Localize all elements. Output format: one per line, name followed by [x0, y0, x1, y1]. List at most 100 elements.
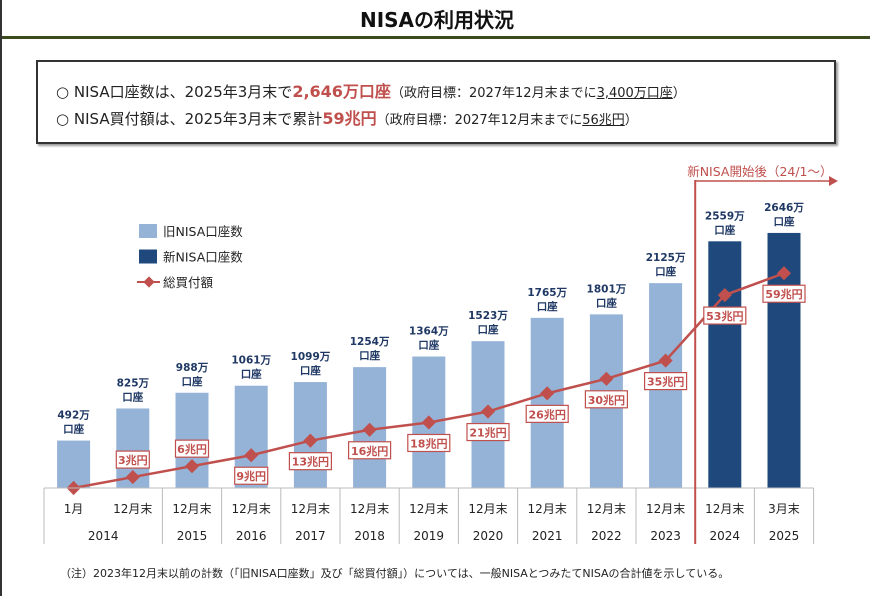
x-year-label: 2023	[650, 529, 681, 543]
line-value-label: 3兆円	[118, 453, 148, 467]
line-label-box	[348, 441, 392, 460]
legend-label: 旧NISA口座数	[163, 224, 243, 239]
line-label-box	[584, 390, 629, 409]
x-year-label: 2017	[295, 529, 326, 543]
x-year-label: 2022	[591, 529, 622, 543]
x-tick-label: 12月末	[528, 502, 567, 516]
legend-swatch	[139, 224, 157, 238]
x-tick-label: 12月末	[409, 502, 448, 516]
x-tick-label: 12月末	[350, 502, 389, 516]
x-tick-label: 12月末	[468, 502, 507, 516]
page-title: NISAの利用状況	[359, 8, 515, 32]
legend-swatch	[139, 249, 157, 264]
bar-new-nisa	[708, 241, 742, 488]
summary-line-purchases: ○ NISA買付額は、2025年3月末で累計59兆円（政府目標：2027年12月…	[56, 105, 834, 132]
bar-value-label: 492万	[57, 410, 90, 422]
line-marker	[658, 353, 673, 368]
line-value-label: 59兆円	[765, 287, 802, 301]
summary-highlight: 2,646万口座	[292, 82, 391, 101]
x-year-label: 2024	[710, 529, 741, 543]
line-marker	[776, 266, 792, 281]
bullet-icon: ○	[56, 110, 70, 128]
x-year-label: 2014	[88, 529, 119, 543]
bar-value-label: 1801万	[587, 283, 627, 295]
bar-value-label: 1254万	[350, 336, 390, 348]
bar-value-label: 1061万	[231, 355, 271, 367]
x-tick-label: 1月	[64, 502, 84, 516]
bar-unit-label: 口座	[182, 375, 203, 388]
x-year-label: 2020	[473, 529, 504, 543]
line-marker	[540, 386, 555, 401]
bar-value-label: 2646万	[764, 202, 804, 214]
bar-unit-label: 口座	[418, 339, 439, 352]
bar-value-label: 1364万	[409, 326, 449, 338]
bar-unit-label: 口座	[537, 300, 558, 313]
line-label-box	[762, 284, 806, 303]
x-year-label: 2018	[354, 529, 385, 543]
x-tick-label: 12月末	[113, 502, 152, 516]
summary-note-end: ）	[672, 86, 686, 101]
bar-value-label: 1765万	[527, 287, 567, 299]
bar-unit-label: 口座	[478, 323, 499, 336]
bullet-icon: ○	[56, 83, 70, 101]
x-tick-label: 12月末	[291, 502, 330, 516]
summary-text: NISA買付額は、2025年3月末で累計	[73, 110, 323, 128]
footnote: （注）2023年12月末以前の計数（「旧NISA口座数」及び「総買付額」）につい…	[60, 567, 730, 580]
line-marker	[362, 422, 377, 437]
x-year-label: 2019	[414, 529, 445, 543]
x-tick-label: 12月末	[587, 502, 626, 516]
summary-highlight: 59兆円	[322, 109, 377, 128]
line-marker	[303, 433, 318, 448]
bar-old-nisa	[57, 440, 91, 488]
arrow-head-icon	[829, 176, 838, 186]
line-marker	[125, 470, 140, 485]
x-year-label: 2025	[769, 529, 800, 543]
line-marker	[244, 448, 259, 463]
bar-unit-label: 口座	[300, 364, 321, 377]
summary-note: （政府目標：2027年12月末までに	[390, 86, 597, 101]
line-label-box	[466, 422, 510, 442]
line-label-box	[407, 433, 451, 453]
line-marker	[717, 288, 732, 303]
bar-old-nisa	[530, 317, 564, 488]
legend-marker	[143, 276, 155, 288]
x-tick-label: 12月末	[705, 502, 744, 516]
line-label-box	[115, 450, 150, 469]
line-value-label: 53兆円	[706, 309, 743, 323]
bar-value-label: 2125万	[646, 252, 686, 264]
x-tick-label: 3月末	[768, 502, 800, 516]
line-value-label: 21兆円	[469, 426, 506, 440]
bar-unit-label: 口座	[359, 349, 380, 362]
line-value-label: 16兆円	[351, 444, 388, 458]
line-value-label: 35兆円	[647, 375, 684, 389]
bar-unit-label: 口座	[63, 423, 84, 436]
summary-note: （政府目標：2027年12月末までに	[376, 113, 583, 128]
bar-unit-label: 口座	[241, 368, 262, 381]
summary-target: 56兆円	[582, 113, 625, 128]
line-label-box	[525, 404, 569, 423]
legend-label: 新NISA口座数	[163, 250, 243, 265]
summary-target: 3,400万口座	[596, 86, 673, 101]
legend-label: 総買付額	[163, 275, 214, 290]
bar-unit-label: 口座	[596, 296, 617, 309]
line-value-label: 26兆円	[529, 407, 566, 421]
summary-box: ○ NISA口座数は、2025年3月末で2,646万口座（政府目標：2027年1…	[36, 60, 836, 144]
x-year-label: 2021	[532, 529, 563, 543]
line-label-box	[174, 439, 210, 458]
line-marker	[184, 459, 200, 474]
line-value-label: 6兆円	[177, 442, 207, 456]
line-marker	[421, 415, 436, 430]
line-label-box	[234, 466, 269, 485]
bar-value-label: 1523万	[468, 310, 508, 322]
x-tick-label: 12月末	[232, 502, 271, 516]
line-value-label: 30兆円	[588, 393, 625, 407]
line-value-label: 13兆円	[292, 455, 329, 469]
x-year-label: 2015	[177, 529, 208, 543]
new-nisa-annotation: 新NISA開始後（24/1～）	[687, 164, 832, 179]
summary-text: NISA口座数は、2025年3月末で	[73, 83, 293, 101]
line-label-box	[643, 372, 688, 391]
bar-unit-label: 口座	[774, 215, 795, 228]
bar-value-label: 2559万	[705, 210, 745, 222]
